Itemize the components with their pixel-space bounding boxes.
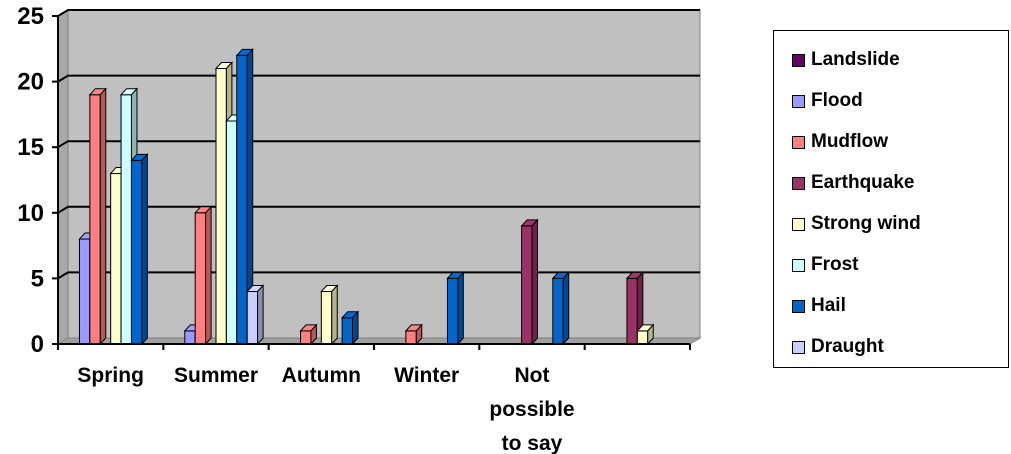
legend-swatch	[792, 340, 805, 354]
bar-front	[341, 317, 354, 345]
legend-item: Draught	[792, 336, 884, 358]
legend-item: Frost	[792, 254, 859, 276]
bar	[88, 87, 107, 346]
y-tick-label: 20	[17, 69, 44, 96]
gridline	[57, 9, 700, 17]
x-tick-label: possible	[489, 398, 574, 421]
bar	[636, 323, 655, 346]
bar-front	[626, 277, 638, 345]
bar-side	[352, 310, 359, 346]
bar	[130, 153, 149, 346]
bar	[194, 205, 213, 346]
y-axis-tick-labels: 0 5 10 15 20 25	[17, 3, 44, 358]
legend-label: Strong wind	[811, 213, 921, 234]
bar-side	[99, 87, 107, 346]
bar-side	[331, 284, 338, 346]
legend-swatch	[792, 258, 805, 272]
bar-front	[636, 330, 649, 345]
bar-front	[405, 330, 417, 345]
bar-front	[521, 225, 533, 345]
bar-front	[446, 277, 459, 345]
gridline	[57, 271, 700, 280]
legend-label: Earthquake	[811, 172, 915, 193]
x-tick-label: Summer	[174, 364, 258, 387]
x-tick-label: Spring	[77, 364, 144, 387]
bar-side	[257, 284, 264, 346]
gridline	[57, 205, 700, 214]
axes	[52, 15, 691, 350]
gridline	[57, 140, 700, 149]
legend-label: Draught	[811, 336, 884, 357]
legend-swatch	[792, 135, 805, 149]
legend-label: Landslide	[811, 49, 900, 70]
bar	[446, 271, 465, 346]
bar-side	[310, 323, 317, 346]
legend-swatch	[792, 53, 805, 67]
legend-swatch	[792, 217, 805, 231]
x-tick-label: to say	[502, 432, 563, 454]
bar-side	[647, 323, 654, 346]
legend-item: Mudflow	[792, 131, 888, 153]
bar	[340, 310, 360, 346]
bar-front	[78, 238, 91, 345]
bar-front	[184, 330, 196, 345]
bar-front	[225, 120, 238, 345]
x-axis-tick-labels: Spring Summer Autumn Winter Not possible to sa…	[77, 364, 574, 454]
bar-front	[215, 67, 227, 345]
bar-front	[552, 277, 564, 345]
legend-swatch	[792, 299, 805, 313]
legend-swatch	[792, 94, 805, 108]
y-tick-label: 15	[17, 134, 44, 161]
legend-item: Flood	[792, 90, 863, 112]
bar-front	[236, 54, 248, 345]
bar	[299, 323, 318, 346]
bar-front	[110, 172, 122, 345]
plot-area	[56, 9, 702, 345]
bar-front	[194, 212, 207, 345]
bar-front	[246, 291, 259, 345]
legend-item: Hail	[792, 295, 846, 317]
gridlines	[57, 9, 700, 280]
y-tick-label: 0	[31, 331, 44, 358]
legend-label: Frost	[811, 254, 859, 275]
bar	[551, 271, 570, 346]
bar-side	[415, 323, 423, 346]
bar	[520, 218, 539, 346]
plot-side-wall	[57, 9, 69, 345]
bar	[246, 284, 265, 346]
y-tick-label: 25	[17, 3, 44, 30]
bar-front	[130, 159, 143, 345]
legend-label: Mudflow	[811, 131, 889, 152]
x-tick-label: Winter	[394, 364, 459, 387]
bar-side	[205, 205, 212, 346]
legend-item: Strong wind	[792, 213, 921, 235]
bar-side	[141, 153, 148, 346]
x-tick-label: Not	[515, 364, 550, 387]
legend-label: Flood	[811, 90, 863, 111]
bar-front	[320, 291, 333, 345]
y-tick-label: 5	[31, 265, 44, 292]
y-tick-label: 10	[17, 200, 44, 227]
bar	[404, 323, 423, 346]
bar-front	[300, 330, 312, 345]
plot-back-wall	[67, 9, 701, 339]
x-tick-label: Autumn	[282, 364, 361, 387]
bars	[78, 48, 655, 346]
bar-front	[120, 94, 132, 345]
legend-swatch	[792, 176, 805, 190]
legend-item: Landslide	[792, 49, 900, 71]
gridline	[57, 74, 700, 83]
legend: Landslide Flood Mudflow Earthquake Strong wi…	[773, 30, 1009, 368]
bar-side	[457, 271, 464, 346]
bar-side	[562, 271, 570, 346]
bar-side	[531, 218, 538, 346]
bar	[320, 284, 339, 346]
bar-front	[89, 94, 101, 345]
legend-item: Earthquake	[792, 172, 914, 194]
legend-label: Hail	[811, 295, 846, 316]
